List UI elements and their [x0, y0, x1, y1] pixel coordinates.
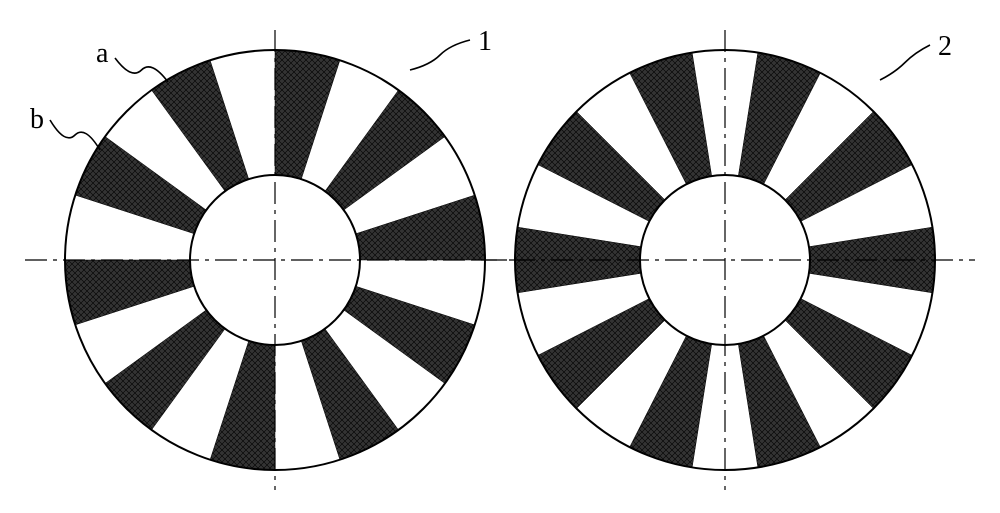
wedge: [65, 260, 194, 325]
callout-label: 1: [478, 26, 492, 57]
wedge: [538, 112, 665, 222]
wedge: [538, 299, 665, 409]
wedge: [785, 299, 912, 409]
diagram-svg: 1 2 a b: [0, 0, 1000, 513]
callout-label: a: [96, 38, 109, 69]
leader-line: [50, 120, 100, 150]
callout-label: 2: [938, 31, 952, 62]
wedge: [630, 53, 712, 185]
wedge: [630, 336, 712, 468]
wedge: [210, 341, 275, 470]
callout-label: b: [30, 104, 44, 135]
wedge: [325, 90, 445, 210]
leader-line: [880, 45, 930, 80]
leader-line: [115, 58, 168, 82]
wedge: [105, 310, 225, 430]
figure-canvas: 1 2 a b: [0, 0, 1000, 513]
wedge: [275, 50, 340, 179]
wedge: [738, 53, 820, 185]
wedge: [738, 336, 820, 468]
wedge: [356, 195, 485, 260]
wedge: [785, 112, 912, 222]
leader-line: [410, 40, 470, 70]
